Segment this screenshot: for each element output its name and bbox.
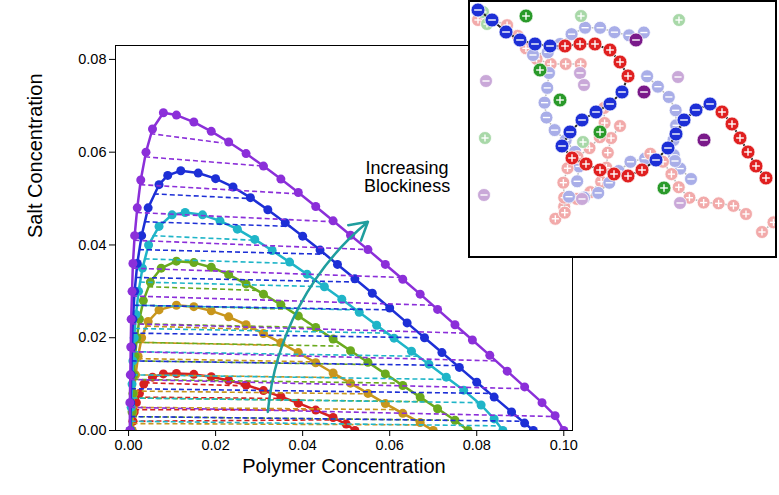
svg-text:0.06: 0.06 bbox=[376, 437, 404, 453]
svg-text:IncreasingBlockiness: IncreasingBlockiness bbox=[364, 158, 450, 196]
svg-text:0.08: 0.08 bbox=[78, 51, 106, 67]
svg-text:0.10: 0.10 bbox=[550, 437, 578, 453]
svg-text:0.04: 0.04 bbox=[78, 237, 106, 253]
svg-text:0.00: 0.00 bbox=[114, 437, 142, 453]
svg-text:0.00: 0.00 bbox=[78, 422, 106, 438]
svg-text:Salt Concentration: Salt Concentration bbox=[24, 73, 46, 238]
svg-text:Polymer Concentration: Polymer Concentration bbox=[242, 455, 445, 477]
svg-text:0.08: 0.08 bbox=[463, 437, 491, 453]
svg-text:0.06: 0.06 bbox=[78, 144, 106, 160]
svg-text:0.02: 0.02 bbox=[78, 329, 106, 345]
svg-text:0.02: 0.02 bbox=[201, 437, 229, 453]
svg-text:0.04: 0.04 bbox=[289, 437, 317, 453]
